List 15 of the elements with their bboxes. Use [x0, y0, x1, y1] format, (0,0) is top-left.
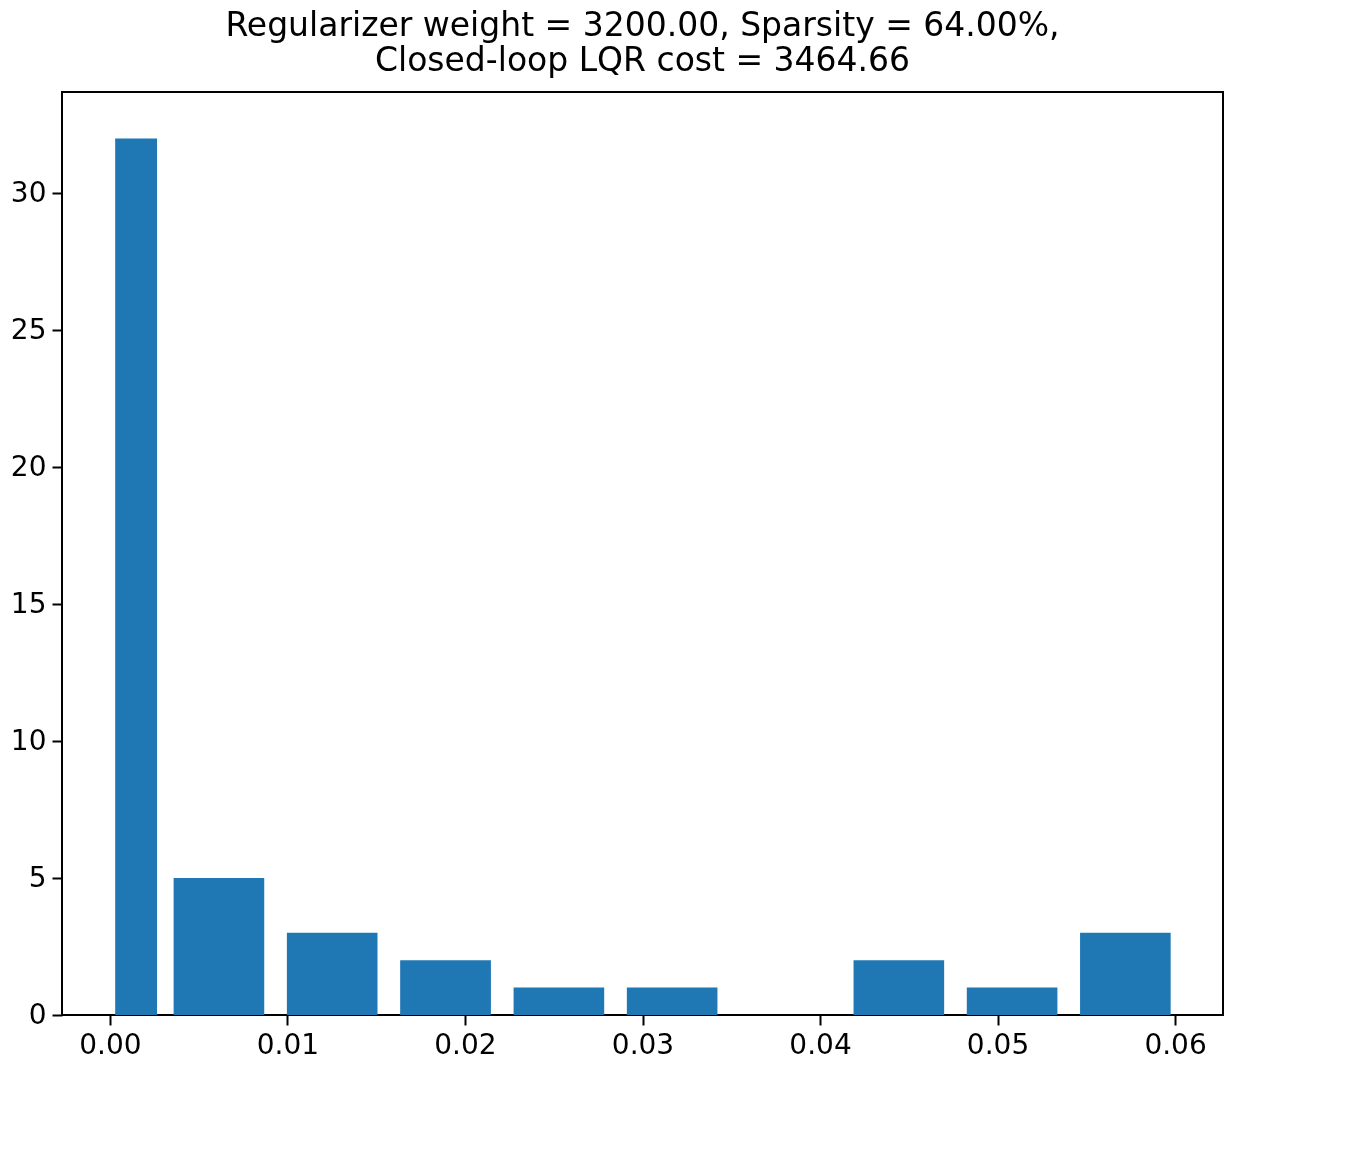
x-tick-label: 0.06	[1144, 1027, 1207, 1061]
x-tick-label: 0.03	[611, 1027, 675, 1061]
y-tick-label: 25	[10, 312, 47, 346]
x-tick-label: 0.04	[789, 1027, 852, 1061]
y-tick-label: 10	[10, 723, 47, 757]
chart-title: Regularizer weight = 3200.00, Sparsity = 64.00%, Closed-loop LQR cost = 3464.66	[225, 5, 1060, 79]
y-tick-label: 15	[10, 586, 47, 620]
x-tick-label: 0.02	[434, 1027, 497, 1061]
y-tick-label: 20	[10, 449, 47, 483]
y-tick-label: 0	[28, 997, 47, 1031]
x-tick-label: 0.00	[79, 1027, 142, 1061]
x-tick-label: 0.01	[256, 1027, 320, 1061]
x-tick-label: 0.05	[966, 1027, 1030, 1061]
y-tick-label: 5	[28, 860, 47, 894]
y-tick-label: 30	[10, 175, 47, 209]
